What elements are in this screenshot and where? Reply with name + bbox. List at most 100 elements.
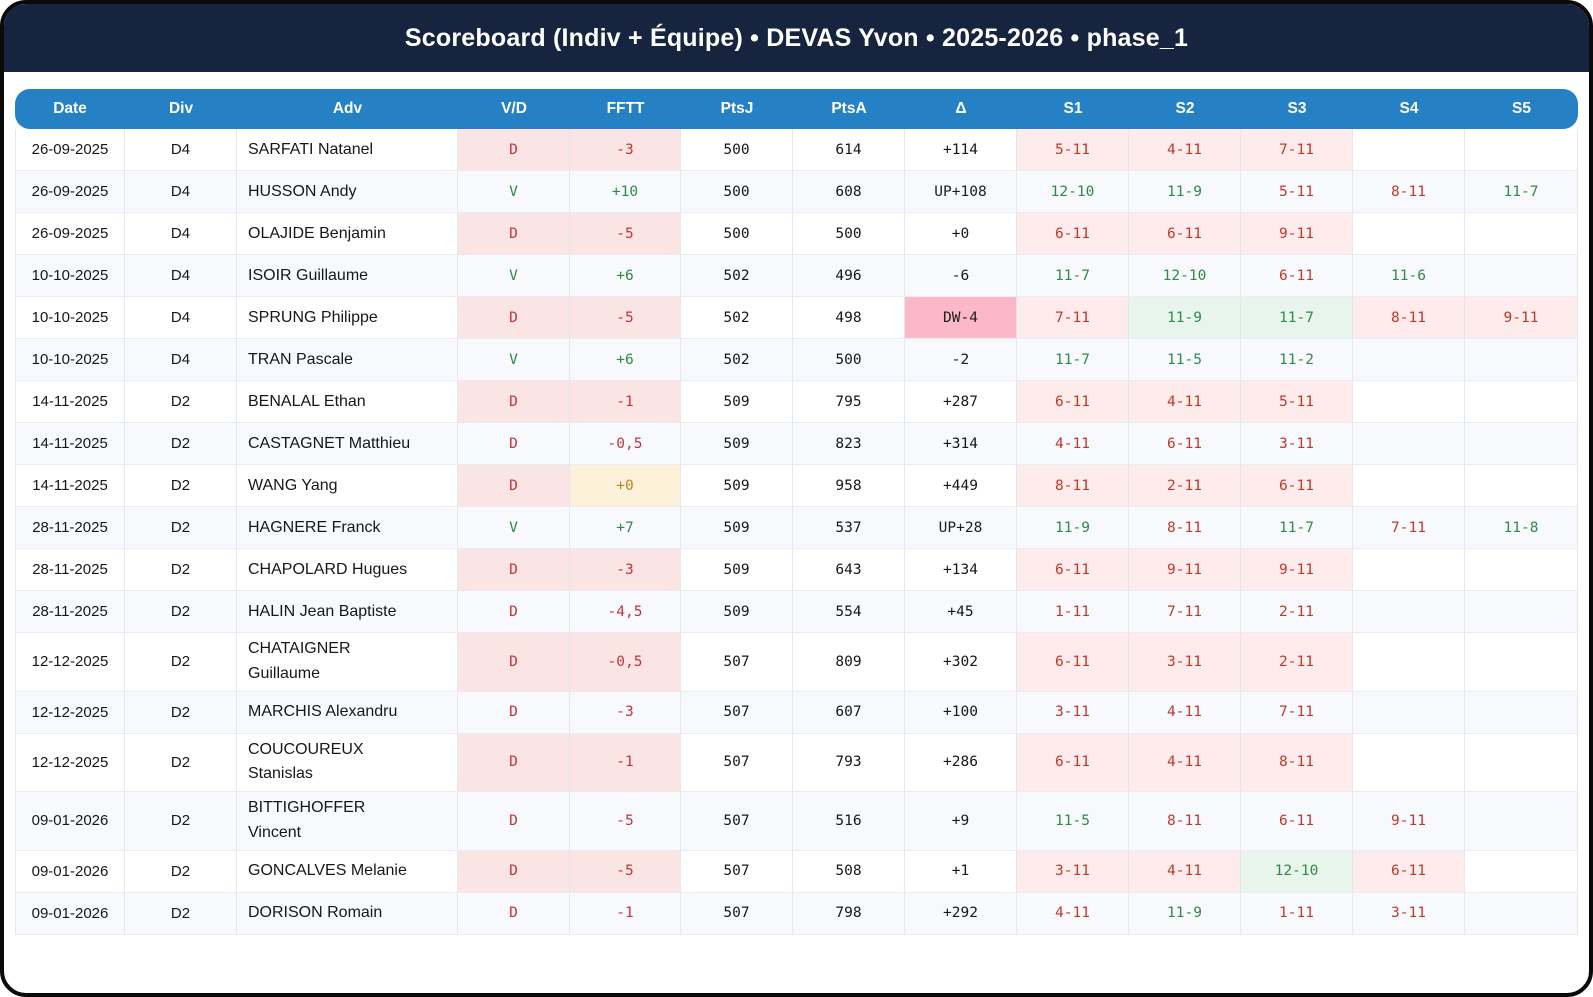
table-row: 28-11-2025 D2 CHAPOLARD Hugues D -3 509 643 +13…: [15, 549, 1578, 591]
division-cell: D2: [125, 549, 237, 591]
fftt-points-cell: -3: [570, 691, 681, 734]
ptsa-cell: 554: [793, 591, 905, 633]
set2-cell: 11-5: [1129, 339, 1241, 381]
division-cell: D2: [125, 733, 237, 793]
table-body: 26-09-2025 D4 SARFATI Natanel D -3 500 614 +114…: [15, 129, 1578, 935]
result-cell: D: [458, 850, 570, 893]
opponent-cell: SARFATI Natanel: [237, 129, 458, 171]
set3-cell: 6-11: [1241, 792, 1353, 851]
fftt-points-cell: -5: [570, 213, 681, 255]
ptsa-cell: 823: [793, 423, 905, 465]
ptsa-cell: 500: [793, 339, 905, 381]
set5-cell: [1465, 892, 1578, 935]
set3-cell: 8-11: [1241, 733, 1353, 793]
set5-cell: [1465, 255, 1578, 297]
opponent-firstname: Vincent: [248, 823, 302, 841]
table-header-row: Date Div Adv V/D FFTT PtsJ PtsA Δ S1 S2 S3 S4 S5: [15, 89, 1578, 129]
fftt-points-cell: +10: [570, 171, 681, 213]
set5-cell: [1465, 591, 1578, 633]
delta-cell: +100: [905, 691, 1017, 734]
ptsj-cell: 502: [681, 339, 793, 381]
set4-cell: 7-11: [1353, 507, 1465, 549]
set3-cell: 5-11: [1241, 171, 1353, 213]
table-row: 12-12-2025 D2 COUCOUREUX Stanislas D -1 507 793…: [15, 733, 1578, 793]
delta-cell: +114: [905, 129, 1017, 171]
ptsa-cell: 498: [793, 297, 905, 339]
set4-cell: [1353, 691, 1465, 734]
delta-cell: +1: [905, 850, 1017, 893]
set4-cell: [1353, 633, 1465, 692]
ptsa-cell: 516: [793, 792, 905, 851]
division-cell: D2: [125, 850, 237, 893]
table-row: 09-01-2026 D2 BITTIGHOFFER Vincent D -5 507 516…: [15, 792, 1578, 851]
set4-cell: [1353, 591, 1465, 633]
set1-cell: 6-11: [1017, 381, 1129, 423]
set2-cell: 9-11: [1129, 549, 1241, 591]
ptsj-cell: 502: [681, 297, 793, 339]
set1-cell: 6-11: [1017, 633, 1129, 692]
ptsa-cell: 607: [793, 691, 905, 734]
set5-cell: [1465, 465, 1578, 507]
column-header-s1: S1: [1017, 89, 1129, 129]
delta-cell: +134: [905, 549, 1017, 591]
ptsj-cell: 509: [681, 423, 793, 465]
date-cell: 28-11-2025: [15, 507, 125, 549]
opponent-lastname: BITTIGHOFFER: [248, 799, 366, 817]
ptsj-cell: 507: [681, 733, 793, 793]
page-title: Scoreboard (Indiv + Équipe) • DEVAS Yvon…: [4, 4, 1589, 72]
set4-cell: 11-6: [1353, 255, 1465, 297]
set3-cell: 9-11: [1241, 213, 1353, 255]
fftt-points-cell: -4,5: [570, 591, 681, 633]
date-cell: 09-01-2026: [15, 892, 125, 935]
set5-cell: [1465, 633, 1578, 692]
division-cell: D2: [125, 792, 237, 851]
division-cell: D2: [125, 507, 237, 549]
set1-cell: 11-5: [1017, 792, 1129, 851]
ptsa-cell: 793: [793, 733, 905, 793]
opponent-lastname: CHATAIGNER: [248, 640, 351, 657]
date-cell: 09-01-2026: [15, 850, 125, 893]
set5-cell: [1465, 423, 1578, 465]
opponent-cell: HUSSON Andy: [237, 171, 458, 213]
set3-cell: 2-11: [1241, 633, 1353, 692]
date-cell: 12-12-2025: [15, 633, 125, 692]
delta-cell: +292: [905, 892, 1017, 935]
column-header-s5: S5: [1465, 89, 1578, 129]
result-cell: D: [458, 549, 570, 591]
opponent-cell: GONCALVES Melanie: [237, 850, 458, 893]
set4-cell: [1353, 213, 1465, 255]
date-cell: 14-11-2025: [15, 381, 125, 423]
result-cell: V: [458, 255, 570, 297]
fftt-points-cell: -1: [570, 733, 681, 793]
fftt-points-cell: -5: [570, 850, 681, 893]
ptsa-cell: 614: [793, 129, 905, 171]
opponent-lastname: COUCOUREUX: [248, 740, 364, 758]
ptsa-cell: 496: [793, 255, 905, 297]
result-cell: D: [458, 633, 570, 692]
fftt-points-cell: -3: [570, 129, 681, 171]
ptsa-cell: 508: [793, 850, 905, 893]
division-cell: D4: [125, 129, 237, 171]
set4-cell: [1353, 339, 1465, 381]
result-cell: D: [458, 465, 570, 507]
set2-cell: 4-11: [1129, 850, 1241, 893]
division-cell: D4: [125, 171, 237, 213]
table-row: 14-11-2025 D2 WANG Yang D +0 509 958 +449 8-11 2-…: [15, 465, 1578, 507]
date-cell: 26-09-2025: [15, 171, 125, 213]
table-row: 09-01-2026 D2 GONCALVES Melanie D -5 507 508 +1…: [15, 850, 1578, 893]
set4-cell: 3-11: [1353, 892, 1465, 935]
division-cell: D2: [125, 423, 237, 465]
date-cell: 26-09-2025: [15, 213, 125, 255]
ptsj-cell: 500: [681, 213, 793, 255]
result-cell: V: [458, 171, 570, 213]
ptsa-cell: 795: [793, 381, 905, 423]
set1-cell: 6-11: [1017, 733, 1129, 793]
delta-cell: +449: [905, 465, 1017, 507]
set4-cell: [1353, 381, 1465, 423]
table-row: 10-10-2025 D4 TRAN Pascale V +6 502 500 -2 11-7 1…: [15, 339, 1578, 381]
date-cell: 28-11-2025: [15, 549, 125, 591]
fftt-points-cell: -0,5: [570, 423, 681, 465]
ptsj-cell: 507: [681, 633, 793, 692]
set2-cell: 12-10: [1129, 255, 1241, 297]
set5-cell: [1465, 129, 1578, 171]
